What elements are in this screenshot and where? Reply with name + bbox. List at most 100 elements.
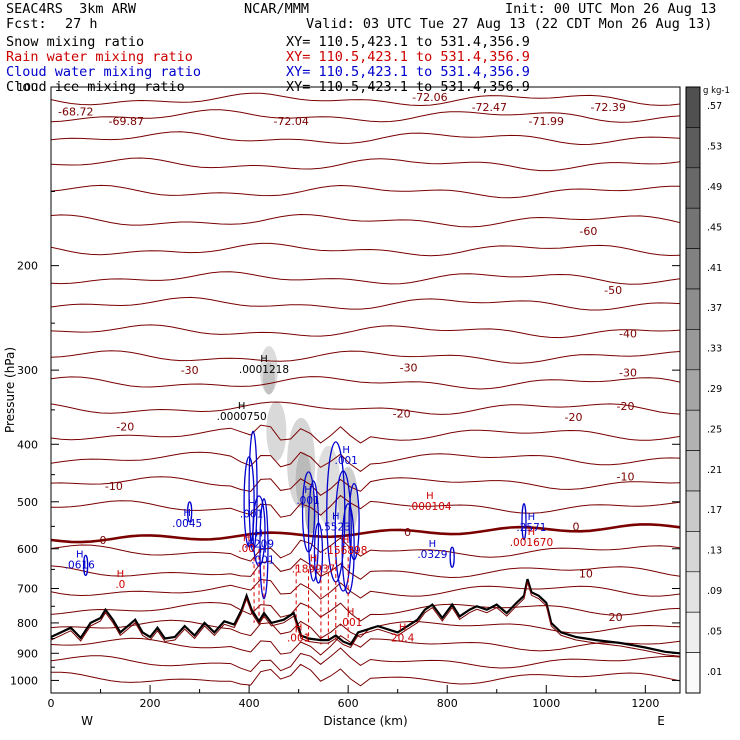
max-marker-9: H	[332, 511, 340, 522]
isotherm-16	[51, 494, 680, 518]
isotherm-3	[51, 157, 680, 172]
max-label-9: .5523	[321, 521, 351, 533]
max-marker-8: H	[304, 485, 312, 496]
field-label-cloud-water: Cloud water mixing ratio	[6, 64, 202, 80]
temperature-label-19: 0	[572, 520, 579, 533]
colorbar-segment-3	[685, 207, 701, 249]
isotherm-21	[51, 619, 680, 639]
cloud-water-contour-1	[248, 430, 258, 552]
colorbar-label-6: .33	[707, 344, 722, 355]
y-tick-label-9: 1000	[10, 674, 38, 687]
max-label-10: .0329	[417, 549, 447, 561]
plot-frame	[50, 86, 681, 694]
isotherm-18	[51, 558, 680, 580]
x-end-label-west: W	[81, 714, 93, 728]
colorbar-segment-9	[685, 450, 701, 492]
temperature-label-7: -60	[579, 225, 597, 238]
surface-isotherm-line	[51, 581, 680, 657]
colorbar-frame	[685, 86, 701, 694]
isotherm-20	[51, 601, 680, 622]
y-tick-label-6: 700	[17, 583, 38, 596]
isotherm-17	[51, 537, 680, 562]
max-marker-3: H	[76, 549, 84, 560]
max-marker-12: H	[426, 491, 434, 502]
isotherm-10	[51, 350, 680, 364]
colorbar-label-10: .17	[707, 505, 722, 516]
y-tick-label-0: 100	[17, 81, 38, 94]
temperature-label-10: -30	[619, 367, 637, 380]
init-time: Init: 00 UTC Mon 26 Aug 13	[505, 1, 717, 17]
max-label-11: .2571	[516, 522, 546, 534]
colorbar-segment-7	[685, 369, 701, 411]
x-tick-label-0: 0	[48, 697, 55, 710]
cloud-water-contour-8	[334, 470, 352, 592]
max-marker-5: H	[255, 528, 263, 539]
x-tick-label-6: 1200	[631, 697, 659, 710]
cloud-water-contour-10	[348, 482, 360, 561]
field-label-rain: Rain water mixing ratio	[6, 49, 193, 65]
isotherm-19	[51, 578, 680, 600]
temperature-label-22: 10	[579, 567, 593, 580]
temperature-label-11: -30	[181, 364, 199, 377]
isotherm-14	[51, 451, 680, 473]
cloud-water-contour-13	[449, 546, 455, 568]
field-xy-snow: XY= 110.5,423.1 to 531.4,356.9	[286, 34, 530, 50]
isotherm-15	[51, 476, 680, 497]
y-tick-label-3: 400	[17, 438, 38, 451]
valid-time: Valid: 03 UTC Tue 27 Aug 13 (22 CDT Mon …	[306, 16, 713, 32]
isotherm-11	[51, 376, 680, 390]
isotherm-23	[51, 647, 680, 673]
isotherm-0	[51, 92, 680, 107]
temperature-label-9: -40	[619, 327, 637, 340]
max-label-12: .000104	[408, 501, 452, 513]
temperature-label-13: -20	[617, 400, 635, 413]
max-marker-2: H	[183, 508, 191, 519]
colorbar-label-4: .41	[707, 263, 722, 274]
colorbar-segment-14	[685, 652, 701, 694]
y-tick-label-4: 500	[17, 496, 38, 509]
x-tick-label-5: 1000	[532, 697, 560, 710]
colorbar-label-2: .49	[707, 182, 722, 193]
temperature-label-8: -50	[604, 284, 622, 297]
temperature-label-2: -72.04	[273, 115, 308, 128]
max-label-3: .0616	[65, 559, 95, 571]
x-tick-label-3: 600	[338, 697, 359, 710]
max-marker-1: H	[238, 401, 246, 412]
isotherm-5	[51, 213, 680, 228]
colorbar-segment-2	[685, 167, 701, 209]
temperature-label-6: -72.39	[590, 101, 625, 114]
temperature-label-1: -69.87	[109, 115, 144, 128]
max-label-19: .001	[287, 633, 310, 645]
cloud-water-contour-11	[187, 501, 193, 523]
colorbar-segment-11	[685, 531, 701, 573]
temperature-label-16: -20	[565, 411, 583, 424]
max-marker-14: H	[310, 553, 318, 564]
temperature-label-18: -10	[105, 480, 123, 493]
y-tick-label-8: 900	[17, 647, 38, 660]
colorbar-label-3: .45	[707, 222, 722, 233]
colorbar-segment-0	[685, 86, 701, 128]
colorbar-label-1: .53	[707, 142, 722, 153]
max-marker-6: H	[259, 545, 267, 556]
fcst-value: 27 h	[65, 16, 98, 32]
isotherm-6	[51, 242, 680, 257]
terrain-line	[51, 578, 680, 655]
max-label-14: .189937	[292, 563, 335, 575]
colorbar-label-12: .09	[707, 586, 722, 597]
fcst-label: Fcst:	[6, 16, 47, 32]
colorbar-label-8: .25	[707, 424, 722, 435]
snow-shade-1	[262, 362, 275, 395]
colorbar-segment-5	[685, 288, 701, 330]
x-tick-label-1: 200	[140, 697, 161, 710]
max-label-2: .0045	[172, 518, 202, 530]
max-label-1: .0000750	[217, 411, 267, 423]
y-tick-label-5: 600	[17, 543, 38, 556]
y-tick-label-7: 800	[17, 617, 38, 630]
colorbar-segment-10	[685, 490, 701, 532]
colorbar-label-9: .21	[707, 465, 722, 476]
max-label-4: .001	[240, 508, 263, 520]
colorbar-label-0: .57	[707, 101, 722, 112]
colorbar-unit: g kg-1	[703, 86, 730, 96]
